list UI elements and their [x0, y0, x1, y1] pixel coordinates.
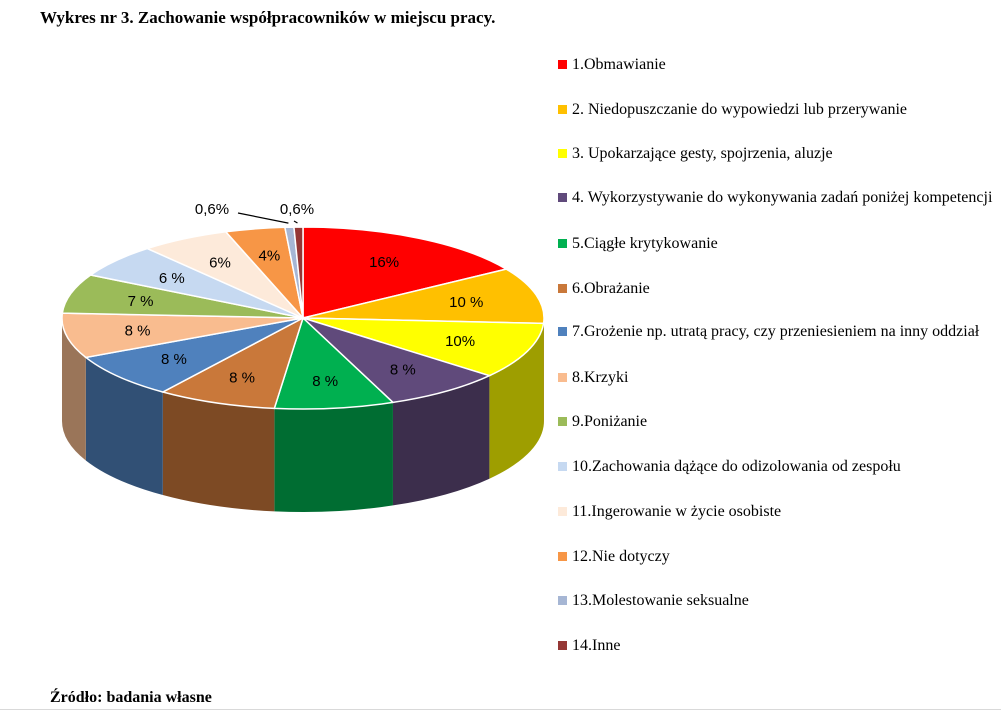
pie-side-8	[62, 318, 86, 461]
legend-item-5: 5.Ciągłe krytykowanie	[558, 235, 998, 253]
pie-side-5	[274, 402, 393, 512]
pie-slice-3	[302, 317, 545, 377]
legend-item-2: 2. Niedopuszczanie do wypowiedzi lub prz…	[558, 101, 998, 119]
slice-label-1: 16%	[369, 254, 399, 271]
legend-item-14: 14.Inne	[558, 637, 998, 655]
legend-swatch	[558, 327, 567, 336]
pie-slice-1	[302, 226, 509, 319]
slice-label-12: 4%	[259, 248, 281, 265]
source-note: Źródło: badania własne	[50, 689, 212, 706]
slice-label-11: 6%	[209, 255, 231, 272]
pie-slice-8	[61, 312, 304, 359]
legend-label: 11.Ingerowanie w życie osobiste	[572, 503, 782, 520]
pie-depth-sides	[62, 318, 544, 512]
slice-label-13: 0,6%	[195, 201, 229, 218]
pie-side-3	[489, 323, 544, 479]
legend-item-6: 6.Obrażanie	[558, 280, 998, 298]
legend-label: 12.Nie dotyczy	[572, 548, 670, 565]
legend-swatch	[558, 239, 567, 248]
pie-slice-6	[160, 316, 305, 410]
pie-side-7	[85, 357, 163, 496]
legend-label: 6.Obrażanie	[572, 280, 650, 297]
slice-label-7: 8 %	[161, 351, 187, 368]
pie-slice-5	[273, 316, 395, 410]
legend-label: 7.Grożenie np. utratą pracy, czy przenie…	[572, 323, 980, 340]
slice-label-4: 8 %	[390, 361, 416, 378]
slice-label-2: 10 %	[449, 294, 483, 311]
pie-slice-9	[61, 274, 304, 319]
pie-slice-7	[84, 317, 304, 393]
legend-swatch	[558, 596, 567, 605]
legend-label: 8.Krzyki	[572, 369, 629, 386]
pie-slices	[61, 226, 545, 410]
legend-label: 14.Inne	[572, 637, 621, 654]
legend-item-13: 13.Molestowanie seksualne	[558, 592, 998, 610]
legend-label: 3. Upokarzające gesty, spojrzenia, aluzj…	[572, 145, 833, 162]
legend-swatch	[558, 641, 567, 650]
legend-swatch	[558, 417, 567, 426]
legend-swatch	[558, 373, 567, 382]
slice-label-6: 8 %	[229, 369, 255, 386]
leader-line-13	[237, 212, 289, 224]
slice-label-5: 8 %	[312, 373, 338, 390]
legend-item-7: 7.Grożenie np. utratą pracy, czy przenie…	[558, 323, 998, 341]
legend-swatch	[558, 60, 567, 69]
legend-label: 9.Poniżanie	[572, 413, 648, 430]
legend-swatch	[558, 284, 567, 293]
legend-item-12: 12.Nie dotyczy	[558, 548, 998, 566]
legend-swatch	[558, 105, 567, 114]
pie-slice-2	[302, 268, 545, 325]
legend-item-1: 1.Obmawianie	[558, 56, 998, 74]
legend-item-4: 4. Wykorzystywanie do wykonywania zadań …	[558, 189, 998, 207]
legend-item-3: 3. Upokarzające gesty, spojrzenia, aluzj…	[558, 145, 998, 163]
legend-label: 5.Ciągłe krytykowanie	[572, 235, 718, 252]
slice-label-3: 10%	[445, 333, 475, 350]
pie-side-4	[392, 375, 490, 506]
pie-side-6	[162, 392, 275, 512]
legend-swatch	[558, 149, 567, 158]
legend-label: 2. Niedopuszczanie do wypowiedzi lub prz…	[572, 101, 907, 118]
legend-swatch	[558, 507, 567, 516]
chart-title: Wykres nr 3. Zachowanie współpracowników…	[40, 8, 496, 27]
slice-label-14: 0,6%	[280, 201, 314, 218]
legend-label: 4. Wykorzystywanie do wykonywania zadań …	[572, 189, 993, 206]
slice-labels: 16% 10 % 10% 8 % 8 % 8 % 8 % 8 % 7 % 6 % 6% 4% 0,6% 0…	[125, 201, 484, 390]
slice-label-9: 7 %	[128, 293, 154, 310]
leader-line-14	[293, 220, 298, 224]
legend-item-8: 8.Krzyki	[558, 369, 998, 387]
legend-label: 1.Obmawianie	[572, 56, 666, 73]
legend-item-11: 11.Ingerowanie w życie osobiste	[558, 503, 998, 521]
pie-slice-4	[302, 317, 492, 404]
legend-item-10: 10.Zachowania dążące do odizolowania od …	[558, 458, 998, 476]
bottom-divider	[0, 709, 1001, 710]
legend-swatch	[558, 193, 567, 202]
legend-label: 10.Zachowania dążące do odizolowania od …	[572, 458, 901, 475]
slice-label-8: 8 %	[125, 323, 151, 340]
legend-swatch	[558, 552, 567, 561]
slice-label-10: 6 %	[159, 270, 185, 287]
legend-item-9: 9.Poniżanie	[558, 413, 998, 431]
legend-swatch	[558, 462, 567, 471]
legend-label: 13.Molestowanie seksualne	[572, 592, 749, 609]
pie-slice-14	[293, 226, 304, 319]
